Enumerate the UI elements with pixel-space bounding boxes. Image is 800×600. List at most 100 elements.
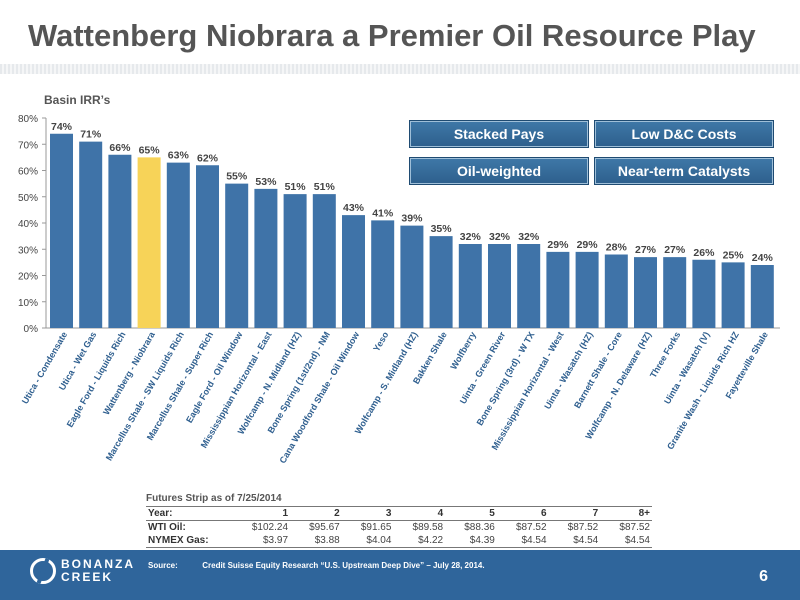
page-number: 6 — [759, 568, 768, 585]
bar-value-label: 66% — [109, 142, 131, 154]
futures-cell: $91.65 — [360, 522, 392, 533]
bar — [137, 157, 161, 328]
bar — [692, 259, 716, 328]
futures-header-cell: 1 — [230, 506, 291, 521]
y-tick-label: 60% — [18, 167, 38, 178]
futures-header-cell: 6 — [496, 506, 549, 521]
futures-row-wti: WTI Oil: $102.24 $95.67 $91.65 $89.58 $8… — [146, 521, 652, 535]
futures-header-cell: 8+ — [600, 506, 652, 521]
bar — [429, 236, 453, 328]
futures-cell: $88.36 — [464, 522, 495, 533]
y-tick-label: 20% — [18, 272, 38, 283]
futures-cell: $4.54 — [496, 534, 549, 548]
callout-oil-weighted: Oil-weighted — [409, 157, 589, 185]
futures-cell: $4.22 — [393, 534, 446, 548]
bar — [50, 133, 73, 328]
bar — [108, 154, 132, 328]
futures-cell: $102.24 — [251, 522, 289, 533]
bar — [546, 251, 570, 328]
y-tick-label: 70% — [18, 140, 38, 151]
bar-value-label: 71% — [80, 129, 102, 141]
futures-row-nymex: NYMEX Gas: $3.97 $3.88 $4.04 $4.22 $4.39… — [146, 534, 652, 548]
futures-cell: $87.52 — [515, 522, 547, 533]
bar-value-label: 41% — [372, 207, 394, 219]
bar-value-label: 51% — [285, 181, 307, 193]
bar — [312, 194, 336, 328]
x-tick-label: Eagle Ford - Liquids Rich — [65, 330, 128, 429]
bar-value-label: 65% — [139, 144, 161, 156]
bar — [604, 254, 628, 328]
y-tick-label: 10% — [18, 298, 38, 309]
bar — [400, 225, 424, 328]
bar — [371, 220, 395, 328]
bar-value-label: 24% — [752, 252, 774, 264]
bar-value-label: 39% — [401, 213, 423, 225]
bar — [517, 244, 541, 328]
bar — [750, 265, 774, 328]
title-band — [0, 64, 800, 74]
company-logo: BONANZA CREEK — [30, 558, 135, 584]
bar-value-label: 25% — [723, 249, 745, 261]
irr-bar-chart: Basin IRR’s 0% 10% 20% 30% 40% 50% 60% 70% 80% 74%… — [18, 93, 780, 465]
bar — [254, 188, 278, 328]
futures-cell: $87.52 — [619, 522, 650, 533]
callout-stacked-pays: Stacked Pays — [409, 120, 589, 148]
x-tick-label: Bone Spring (3rd) - W TX — [475, 330, 537, 427]
bar — [634, 257, 657, 328]
logo-text: BONANZA CREEK — [61, 558, 135, 584]
bar — [166, 162, 190, 328]
bar-value-label: 32% — [489, 231, 511, 243]
y-tick-label: 50% — [18, 193, 38, 204]
x-tick-label: Wolfberry — [448, 330, 478, 371]
logo-line-1: BONANZA — [61, 557, 135, 571]
bar — [225, 183, 249, 328]
footer-bar: BONANZA CREEK Source: Credit Suisse Equi… — [0, 550, 800, 600]
source-label: Source: — [148, 561, 178, 570]
y-tick-label: 80% — [18, 114, 38, 125]
bar — [342, 215, 365, 328]
bar-value-label: 27% — [635, 244, 657, 256]
bar — [575, 251, 599, 328]
callout-near-term-catalysts: Near-term Catalysts — [594, 157, 774, 185]
futures-cell: WTI Oil: — [148, 522, 186, 533]
futures-cell: $3.88 — [290, 534, 342, 548]
x-tick-label: Wattenberg - Niobrara — [101, 329, 157, 416]
bar — [283, 194, 307, 328]
slide-title: Wattenberg Niobrara a Premier Oil Resour… — [28, 18, 756, 53]
bar-value-label: 74% — [51, 121, 73, 133]
futures-cell: $89.58 — [412, 522, 444, 533]
futures-cell: NYMEX Gas: — [146, 534, 230, 548]
futures-cell: $3.97 — [230, 534, 291, 548]
futures-header-cell: 7 — [548, 506, 601, 521]
bar-value-label: 51% — [314, 181, 336, 193]
bar-value-label: 28% — [606, 242, 628, 254]
callout-low-dc-costs: Low D&C Costs — [594, 120, 774, 148]
chart-title: Basin IRR’s — [44, 93, 111, 107]
futures-title: Futures Strip as of 7/25/2014 — [146, 493, 282, 504]
bar-value-label: 27% — [664, 244, 686, 256]
bar-value-label: 63% — [168, 150, 190, 162]
bar — [663, 257, 687, 328]
futures-header-cell: 4 — [393, 506, 446, 521]
bar-value-label: 43% — [343, 202, 365, 214]
bar — [488, 244, 511, 328]
bar-value-label: 62% — [197, 152, 219, 164]
futures-header-cell: 5 — [445, 506, 497, 521]
bar-value-label: 53% — [255, 176, 277, 188]
futures-cell: $95.67 — [309, 522, 340, 533]
bar — [458, 244, 482, 328]
bar — [721, 262, 745, 328]
logo-line-2: CREEK — [61, 570, 114, 584]
futures-header-cell: Year: — [146, 506, 230, 521]
bar — [196, 165, 219, 328]
bar-value-label: 29% — [547, 239, 569, 251]
x-tick-label: Utica - Condensate — [20, 330, 69, 406]
futures-strip: Futures Strip as of 7/25/2014 Year: 1 2 … — [146, 493, 652, 548]
bar-value-label: 29% — [577, 239, 599, 251]
y-tick-label: 30% — [18, 245, 38, 256]
futures-table: Year: 1 2 3 4 5 6 7 8+ WTI Oil: $102.24 … — [146, 506, 652, 548]
y-tick-label: 40% — [18, 219, 38, 230]
bar — [79, 141, 103, 328]
bar-value-label: 55% — [226, 171, 248, 183]
x-tick-label: Wolfcamp - S. Midland (HZ) — [353, 330, 420, 436]
